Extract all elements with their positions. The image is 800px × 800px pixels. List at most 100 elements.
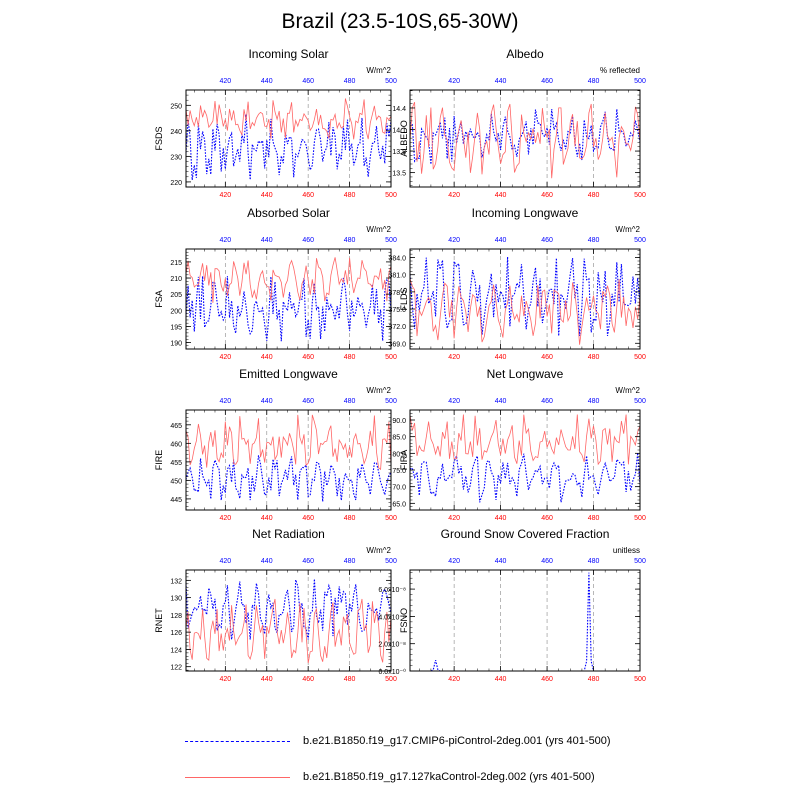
y-tick-label: 460 <box>170 441 182 448</box>
y-tick-label: 378.0 <box>388 290 406 297</box>
x-tick-label-bottom: 480 <box>344 676 356 683</box>
series-line-red <box>185 598 392 664</box>
x-tick-label-top: 440 <box>261 237 273 244</box>
x-tick-label-top: 420 <box>219 237 231 244</box>
y-tick-label: 65.0 <box>392 501 406 508</box>
x-tick-label-bottom: 460 <box>541 515 553 522</box>
y-axis-label: RNET <box>154 608 164 633</box>
x-tick-label-top: 440 <box>495 558 507 565</box>
y-tick-label: 14.4 <box>392 106 406 113</box>
y-tick-label: 372.0 <box>388 324 406 331</box>
x-tick-label-top: 460 <box>541 237 553 244</box>
x-tick-label-top: 480 <box>344 78 356 85</box>
plot-frame <box>185 89 392 188</box>
x-tick-label-top: 480 <box>344 558 356 565</box>
x-tick-label-top: 500 <box>634 237 646 244</box>
x-tick-label-top: 460 <box>302 78 314 85</box>
y-tick-label: 4.0x10⁻⁸ <box>378 614 406 621</box>
series-line-blue <box>409 452 641 503</box>
y-tick-label: 375.0 <box>388 307 406 314</box>
x-tick-label-top: 500 <box>385 237 397 244</box>
x-tick-label-top: 480 <box>588 558 600 565</box>
x-tick-label-bottom: 420 <box>448 676 460 683</box>
y-tick-label: 126 <box>170 630 182 637</box>
y-tick-label: 75.0 <box>392 468 406 475</box>
x-tick-label-top: 460 <box>541 558 553 565</box>
panel-units: W/m^2 <box>615 225 640 234</box>
plot-frame <box>185 248 392 350</box>
x-tick-label-bottom: 440 <box>261 192 273 199</box>
panel-units: W/m^2 <box>366 386 391 395</box>
x-tick-label-bottom: 440 <box>495 354 507 361</box>
series-line-blue <box>409 109 641 165</box>
y-tick-label: 124 <box>170 647 182 654</box>
series-line-blue <box>185 114 392 181</box>
y-tick-label: 85.0 <box>392 435 406 442</box>
y-tick-label: 122 <box>170 665 182 672</box>
x-tick-label-bottom: 440 <box>495 676 507 683</box>
y-tick-label: 381.0 <box>388 273 406 280</box>
panel-flds: Incoming Longwave W/m^2 369.0 372.0 375.0 378… <box>388 206 645 361</box>
x-tick-label-bottom: 420 <box>448 354 460 361</box>
x-tick-label-bottom: 480 <box>588 515 600 522</box>
x-tick-label-top: 480 <box>588 398 600 405</box>
y-tick-label: 200 <box>170 308 182 315</box>
x-tick-label-bottom: 420 <box>219 354 231 361</box>
y-tick-label: 240 <box>170 129 182 136</box>
y-tick-label: 455 <box>170 460 182 467</box>
x-tick-label-bottom: 460 <box>302 515 314 522</box>
x-tick-label-bottom: 500 <box>634 676 646 683</box>
y-tick-label: 70.0 <box>392 485 406 492</box>
y-tick-label: 205 <box>170 292 182 299</box>
y-tick-label: 13.5 <box>392 171 406 178</box>
x-tick-label-bottom: 460 <box>302 192 314 199</box>
y-tick-label: 128 <box>170 613 182 620</box>
x-tick-label-bottom: 500 <box>634 354 646 361</box>
page-title: Brazil (23.5-10S,65-30W) <box>281 10 519 33</box>
plot-frame <box>409 248 641 350</box>
x-tick-label-top: 480 <box>588 237 600 244</box>
series-line-red <box>185 257 392 303</box>
y-tick-label: 0.0x10⁻⁰ <box>378 668 406 676</box>
x-tick-label-bottom: 460 <box>302 354 314 361</box>
plot-frame <box>409 89 641 188</box>
x-tick-label-top: 420 <box>219 558 231 565</box>
y-tick-label: 369.0 <box>388 341 406 348</box>
x-tick-label-top: 500 <box>634 558 646 565</box>
y-tick-label: 90.0 <box>392 418 406 425</box>
panel-units: % reflected <box>600 66 640 75</box>
series-line-red <box>409 101 641 179</box>
y-tick-label: 6.0x10⁻⁸ <box>378 587 406 594</box>
panel-albedo: Albedo % reflected 13.5 13.8 14.1 14.4 420 420 4… <box>392 47 646 199</box>
panel-title: Ground Snow Covered Fraction <box>441 527 610 541</box>
y-tick-label: 220 <box>170 180 182 187</box>
x-tick-label-bottom: 500 <box>385 515 397 522</box>
panel-title: Incoming Solar <box>248 47 328 61</box>
x-tick-label-bottom: 480 <box>344 354 356 361</box>
panel-title: Albedo <box>506 47 544 61</box>
legend-swatch-dashed <box>185 741 290 742</box>
panel-units: W/m^2 <box>615 386 640 395</box>
panel-units: W/m^2 <box>366 546 391 555</box>
x-tick-label-bottom: 500 <box>385 354 397 361</box>
x-tick-label-top: 480 <box>344 398 356 405</box>
panel-title: Net Longwave <box>487 367 564 381</box>
x-tick-label-top: 440 <box>495 398 507 405</box>
panel-fira: Net Longwave W/m^2 65.0 70.0 75.0 80.0 85.0 90.… <box>392 367 646 522</box>
x-tick-label-top: 420 <box>219 78 231 85</box>
series-line-blue <box>410 572 640 672</box>
x-tick-label-bottom: 500 <box>634 515 646 522</box>
series-line-blue <box>185 455 392 502</box>
x-tick-label-top: 440 <box>495 78 507 85</box>
x-tick-label-bottom: 480 <box>344 515 356 522</box>
panel-units: W/m^2 <box>366 66 391 75</box>
y-tick-label: 230 <box>170 154 182 161</box>
y-tick-label: 384.0 <box>388 256 406 263</box>
series-line-blue <box>409 256 641 336</box>
x-tick-label-top: 420 <box>219 398 231 405</box>
x-tick-label-top: 440 <box>261 398 273 405</box>
plot-frame <box>185 409 392 511</box>
x-tick-label-top: 480 <box>344 237 356 244</box>
